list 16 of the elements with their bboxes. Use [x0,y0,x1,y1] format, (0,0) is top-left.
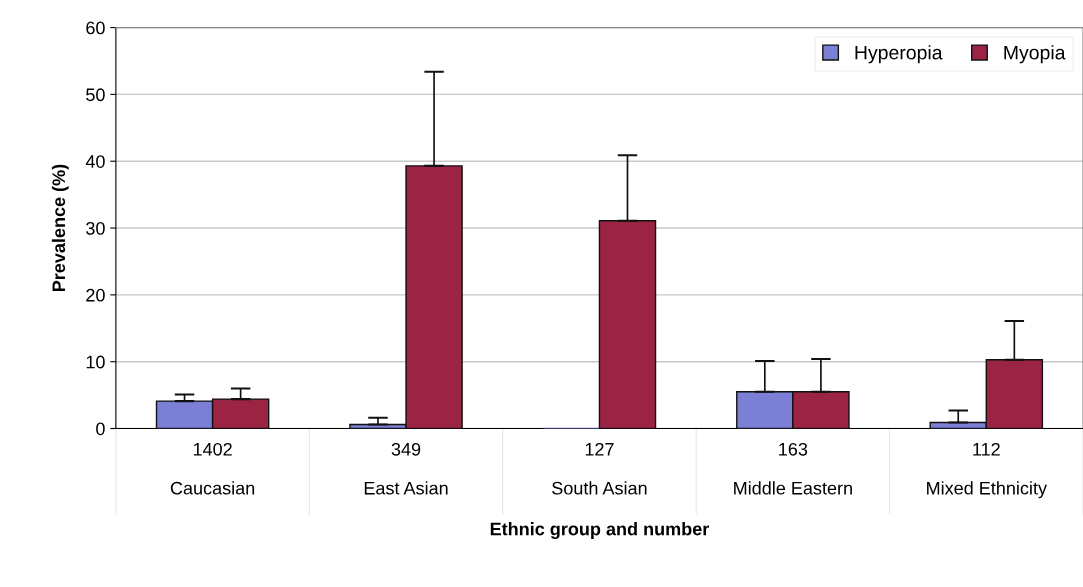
legend-label: Myopia [1004,45,1066,64]
legend-label: Hyperopia [855,45,943,64]
category-label: 163 Middle Eastern [734,442,852,495]
category-label: 112 Mixed Ethnicity [927,442,1047,499]
category-label: 127 South Asian [552,442,647,495]
y-tick-label: 20 [86,288,105,302]
y-tick-label: 50 [86,88,105,102]
category-label: 349 East Asian [364,442,448,495]
y-tick-label: 10 [86,355,105,369]
y-tick-label: 30 [86,221,105,235]
y-tick-label: 60 [86,21,105,35]
y-tick-label: 0 [96,422,105,436]
y-axis-title: Prevalence (%) [51,164,69,292]
x-axis-title: Ethnic group and number [490,522,710,540]
y-tick-label: 40 [85,155,105,168]
category-label: 1402 Caucasian [170,442,255,495]
